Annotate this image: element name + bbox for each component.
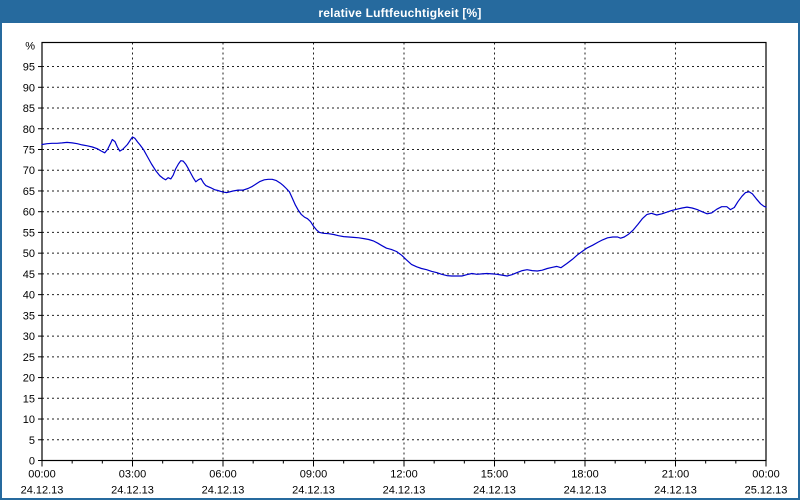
y-tick-label: 75 bbox=[23, 144, 35, 156]
y-tick-label: 15 bbox=[23, 393, 35, 405]
x-tick-date-label: 24.12.13 bbox=[473, 485, 516, 497]
x-tick-date-label: 24.12.13 bbox=[111, 485, 154, 497]
y-tick-label: 80 bbox=[23, 124, 35, 136]
y-tick-label: 50 bbox=[23, 248, 35, 260]
x-tick-date-label: 25.12.13 bbox=[745, 485, 788, 497]
y-tick-label: 25 bbox=[23, 352, 35, 364]
x-tick-time-label: 12:00 bbox=[390, 469, 418, 481]
x-tick-time-label: 18:00 bbox=[571, 469, 599, 481]
x-tick-time-label: 15:00 bbox=[481, 469, 509, 481]
y-tick-label: 65 bbox=[23, 186, 35, 198]
y-tick-label: 35 bbox=[23, 310, 35, 322]
y-tick-label: 60 bbox=[23, 207, 35, 219]
x-tick-time-label: 21:00 bbox=[662, 469, 690, 481]
y-tick-label: 90 bbox=[23, 82, 35, 94]
x-tick-time-label: 00:00 bbox=[752, 469, 780, 481]
humidity-line-chart: 0 5 10 15 20 25 30 35 40 45 50 55 60 65 70 75 80 85 90 95% 0… bbox=[21, 41, 788, 497]
title-bar: relative Luftfeuchtigkeit [%] bbox=[2, 2, 798, 23]
x-tick-date-label: 24.12.13 bbox=[202, 485, 245, 497]
y-tick-label: 10 bbox=[23, 414, 35, 426]
chart-area: 0 5 10 15 20 25 30 35 40 45 50 55 60 65 70 75 80 85 90 95% 0… bbox=[2, 23, 798, 498]
series-line-relative-luftfeuchtigkeit bbox=[41, 136, 767, 277]
x-tick-time-label: 00:00 bbox=[28, 469, 56, 481]
y-tick-label: 85 bbox=[23, 103, 35, 115]
y-tick-label: 95 bbox=[23, 62, 35, 74]
x-tick-date-label: 24.12.13 bbox=[292, 485, 335, 497]
y-tick-label: 0 bbox=[29, 456, 35, 468]
y-axis-unit-label: % bbox=[25, 41, 35, 53]
x-tick-date-label: 24.12.13 bbox=[383, 485, 426, 497]
y-tick-label: 70 bbox=[23, 165, 35, 177]
x-tick-time-label: 06:00 bbox=[209, 469, 237, 481]
y-tick-label: 40 bbox=[23, 290, 35, 302]
chart-title: relative Luftfeuchtigkeit [%] bbox=[318, 5, 482, 20]
x-tick-date-label: 24.12.13 bbox=[654, 485, 697, 497]
y-tick-label: 45 bbox=[23, 269, 35, 281]
y-tick-label: 5 bbox=[29, 435, 35, 447]
x-tick-time-label: 03:00 bbox=[119, 469, 147, 481]
y-tick-label: 20 bbox=[23, 373, 35, 385]
x-tick-date-label: 24.12.13 bbox=[564, 485, 607, 497]
y-tick-label: 30 bbox=[23, 331, 35, 343]
y-tick-label: 55 bbox=[23, 227, 35, 239]
x-tick-time-label: 09:00 bbox=[300, 469, 328, 481]
x-tick-date-label: 24.12.13 bbox=[21, 485, 64, 497]
